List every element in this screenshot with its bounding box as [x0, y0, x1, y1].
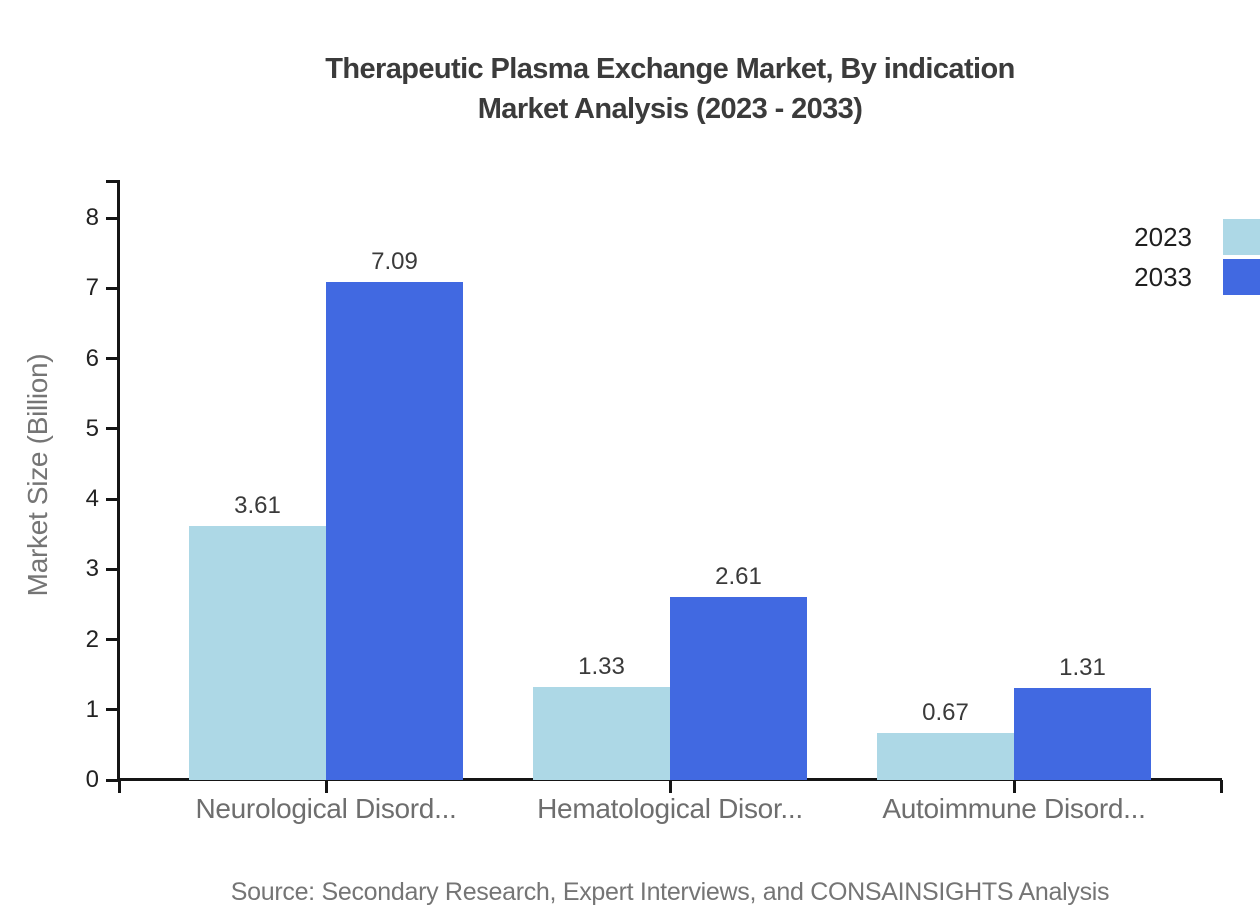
y-tick-4: [106, 497, 119, 501]
x-tick-2: [668, 780, 672, 793]
y-tick-3: [106, 567, 119, 571]
y-tick-8: [106, 216, 119, 220]
y-tick-label-6: 6: [85, 344, 99, 372]
value-label-2033-0: 7.09: [371, 247, 418, 275]
y-tick-0: [106, 778, 119, 782]
value-label-2023-0: 3.61: [234, 492, 281, 520]
value-label-2033-2: 1.31: [1059, 653, 1106, 681]
legend-swatch-2023: [1223, 219, 1260, 255]
legend-label-2033: 2033: [1134, 262, 1192, 292]
category-label-1: Hematological Disor...: [537, 793, 803, 824]
y-axis-line: [117, 180, 120, 782]
y-tick-label-3: 3: [85, 555, 99, 583]
bar-2023-0: [189, 526, 326, 780]
y-tick-2: [106, 638, 119, 641]
legend-row-2023: 2023: [0, 219, 1260, 255]
y-tick-label-8: 8: [85, 204, 99, 231]
category-label-2: Autoimmune Disord...: [882, 793, 1146, 824]
bar-2033-0: [326, 281, 463, 780]
x-tick-1: [324, 780, 328, 793]
source-text: Source: Secondary Research, Expert Inter…: [230, 878, 1110, 906]
category-label-0: Neurological Disord...: [195, 793, 457, 824]
chart-title-line2: Market Analysis (2023 - 2033): [477, 93, 863, 125]
legend-swatch-2033: [1223, 259, 1260, 295]
legend-label-2023: 2023: [1134, 222, 1192, 252]
value-label-2033-1: 2.61: [715, 562, 762, 590]
x-tick-0: [117, 780, 121, 793]
y-tick-5: [106, 427, 119, 431]
y-tick-1: [106, 708, 119, 712]
y-tick-label-0: 0: [85, 766, 99, 793]
bar-2023-2: [877, 732, 1014, 780]
y-tick-label-4: 4: [85, 485, 99, 512]
legend-row-2033: 2033: [0, 259, 1260, 295]
x-tick-3: [1012, 780, 1016, 793]
y-tick-6: [106, 357, 119, 360]
bar-2033-1: [670, 596, 807, 780]
y-tick-label-7: 7: [85, 274, 99, 302]
chart-title: Therapeutic Plasma Exchange Market, By i…: [119, 49, 1221, 129]
value-label-2023-1: 1.33: [578, 652, 625, 680]
y-tick-label-1: 1: [85, 695, 99, 723]
y-tick-label-5: 5: [85, 414, 99, 442]
bar-2023-1: [533, 686, 670, 780]
value-label-2023-2: 0.67: [922, 698, 969, 726]
y-tick-label-2: 2: [85, 625, 99, 653]
bar-2033-2: [1014, 687, 1151, 780]
y-tick-7: [106, 286, 119, 290]
x-tick-4: [1219, 780, 1223, 793]
chart-title-line1: Therapeutic Plasma Exchange Market, By i…: [325, 53, 1015, 85]
y-axis-top-cap-tick: [106, 180, 119, 183]
